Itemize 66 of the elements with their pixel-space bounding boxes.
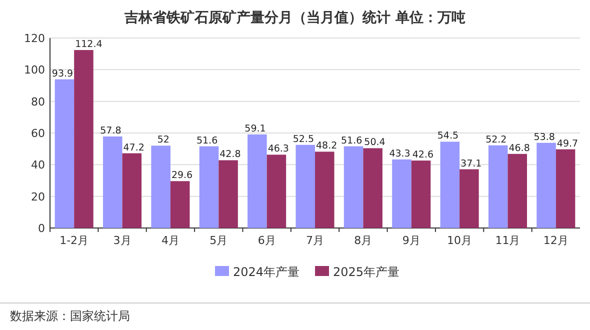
y-tick-label: 80 (31, 95, 45, 108)
data-label: 112.4 (75, 39, 102, 50)
y-tick-label: 40 (31, 158, 45, 172)
data-label: 42.8 (220, 149, 241, 160)
bar (170, 181, 190, 228)
bar (199, 146, 219, 228)
bar (315, 152, 334, 228)
bar (536, 142, 556, 228)
legend-label: 2024年产量 (233, 265, 300, 279)
bar (488, 145, 508, 228)
data-label: 51.6 (196, 135, 218, 146)
data-label: 59.1 (244, 123, 266, 134)
x-tick-label: 6月 (258, 234, 276, 247)
x-tick-label: 7月 (306, 234, 324, 247)
data-label: 42.6 (412, 150, 434, 161)
bar (440, 142, 460, 228)
bar (556, 149, 576, 228)
bar (344, 146, 364, 228)
data-label: 93.9 (52, 68, 74, 80)
y-tick-label: 120 (24, 32, 45, 45)
data-label: 51.6 (341, 135, 362, 146)
data-label: 50.4 (364, 137, 386, 148)
x-tick-label: 11月 (495, 234, 520, 247)
data-label: 47.2 (123, 142, 144, 154)
bar (392, 159, 412, 228)
data-label: 46.3 (268, 144, 289, 155)
legend-label: 2025年产量 (333, 265, 400, 279)
bar (411, 160, 431, 228)
x-tick-label: 12月 (543, 234, 568, 247)
bar (122, 153, 142, 228)
x-tick-label: 3月 (113, 234, 132, 247)
data-label: 37.1 (460, 158, 482, 170)
x-tick-label: 4月 (161, 234, 180, 247)
data-label: 54.5 (437, 130, 459, 142)
source-note: 数据来源：国家统计局 (10, 309, 130, 323)
bar (74, 50, 94, 228)
bar (248, 134, 267, 228)
x-tick-label: 5月 (210, 234, 228, 247)
data-label: 29.6 (171, 170, 193, 182)
y-tick-label: 100 (24, 64, 45, 77)
bar (363, 148, 382, 228)
x-tick-label: 8月 (354, 234, 372, 247)
bar (151, 146, 170, 228)
data-label: 52.2 (486, 134, 507, 146)
data-label: 53.8 (534, 132, 555, 143)
bar (266, 154, 286, 228)
bar (296, 144, 315, 228)
data-label: 48.2 (316, 140, 338, 152)
data-label: 52.5 (292, 134, 314, 145)
y-tick-label: 60 (31, 127, 45, 140)
data-label: 57.8 (100, 125, 122, 136)
bar (218, 160, 238, 228)
data-label: 46.8 (508, 142, 530, 154)
bar (460, 169, 479, 228)
y-tick-label: 20 (31, 190, 45, 204)
x-tick-label: 1-2月 (60, 234, 89, 247)
bar (508, 154, 527, 228)
x-tick-label: 10月 (447, 234, 472, 247)
y-tick-label: 0 (38, 222, 45, 235)
bar (54, 79, 74, 228)
data-label: 49.7 (556, 138, 578, 150)
chart-title: 吉林省铁矿石原矿产量分月（当月值）统计 单位：万吨 (124, 9, 466, 26)
x-tick-label: 9月 (402, 234, 420, 247)
data-label: 52 (157, 134, 170, 146)
bar (103, 136, 122, 228)
data-label: 43.3 (389, 148, 410, 160)
